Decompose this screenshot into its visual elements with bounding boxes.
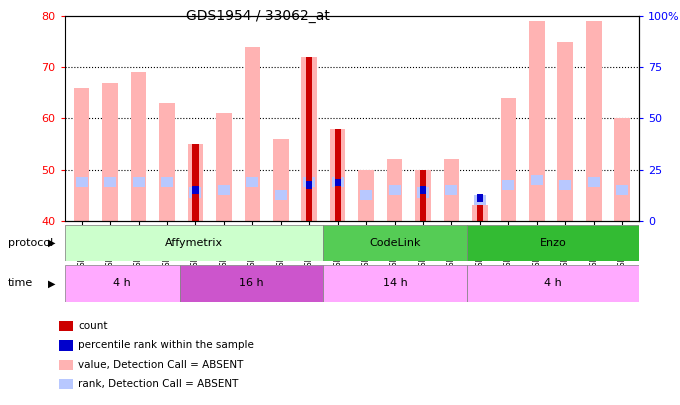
Bar bbox=[303, 177, 316, 188]
Bar bbox=[387, 160, 403, 221]
Bar bbox=[503, 180, 514, 190]
Bar bbox=[306, 181, 312, 189]
Bar bbox=[133, 177, 145, 188]
Bar bbox=[358, 170, 374, 221]
Bar bbox=[466, 225, 639, 261]
Bar bbox=[616, 185, 628, 195]
Bar bbox=[330, 129, 345, 221]
Text: Enzo: Enzo bbox=[540, 238, 566, 248]
Bar bbox=[335, 179, 341, 186]
Bar bbox=[323, 225, 466, 261]
Bar bbox=[65, 225, 323, 261]
Bar bbox=[161, 177, 173, 188]
Text: protocol: protocol bbox=[8, 238, 54, 248]
Bar bbox=[104, 177, 116, 188]
Text: 16 h: 16 h bbox=[239, 279, 264, 288]
Bar bbox=[245, 47, 260, 221]
Bar bbox=[474, 195, 486, 205]
Bar bbox=[559, 180, 571, 190]
Bar bbox=[75, 177, 88, 188]
Bar bbox=[65, 265, 180, 302]
Bar bbox=[188, 144, 203, 221]
Bar bbox=[190, 188, 201, 198]
Bar bbox=[586, 21, 602, 221]
Bar bbox=[420, 186, 426, 194]
Bar bbox=[417, 188, 429, 198]
Bar bbox=[558, 42, 573, 221]
Bar bbox=[415, 170, 431, 221]
Bar bbox=[275, 190, 287, 200]
Bar bbox=[192, 186, 199, 194]
Bar bbox=[180, 265, 323, 302]
Text: 4 h: 4 h bbox=[544, 279, 562, 288]
Bar bbox=[323, 265, 466, 302]
Bar bbox=[529, 21, 545, 221]
Bar bbox=[159, 103, 175, 221]
Bar bbox=[246, 177, 258, 188]
Bar bbox=[445, 185, 458, 195]
Text: value, Detection Call = ABSENT: value, Detection Call = ABSENT bbox=[78, 360, 243, 370]
Bar bbox=[477, 205, 483, 221]
Text: 4 h: 4 h bbox=[113, 279, 131, 288]
Bar bbox=[301, 57, 317, 221]
Bar bbox=[420, 170, 426, 221]
Text: 14 h: 14 h bbox=[383, 279, 407, 288]
Bar bbox=[472, 205, 488, 221]
Bar bbox=[477, 194, 483, 202]
Text: percentile rank within the sample: percentile rank within the sample bbox=[78, 341, 254, 350]
Bar bbox=[273, 139, 288, 221]
Text: time: time bbox=[8, 279, 33, 288]
Text: CodeLink: CodeLink bbox=[369, 238, 421, 248]
Text: Affymetrix: Affymetrix bbox=[165, 238, 223, 248]
Bar bbox=[443, 160, 459, 221]
Bar bbox=[614, 118, 630, 221]
Bar bbox=[131, 72, 146, 221]
Bar bbox=[500, 98, 516, 221]
Bar bbox=[306, 57, 312, 221]
Text: ▶: ▶ bbox=[48, 279, 56, 288]
Bar bbox=[466, 265, 639, 302]
Bar bbox=[192, 144, 199, 221]
Text: GDS1954 / 33062_at: GDS1954 / 33062_at bbox=[186, 9, 330, 23]
Text: ▶: ▶ bbox=[48, 238, 56, 248]
Bar bbox=[388, 185, 401, 195]
Bar bbox=[335, 129, 341, 221]
Bar bbox=[332, 177, 343, 188]
Bar bbox=[531, 175, 543, 185]
Bar bbox=[216, 113, 232, 221]
Text: count: count bbox=[78, 321, 107, 331]
Bar bbox=[102, 83, 118, 221]
Bar bbox=[588, 177, 600, 188]
Bar bbox=[360, 190, 372, 200]
Bar bbox=[74, 88, 90, 221]
Text: rank, Detection Call = ABSENT: rank, Detection Call = ABSENT bbox=[78, 379, 239, 389]
Bar bbox=[218, 185, 230, 195]
